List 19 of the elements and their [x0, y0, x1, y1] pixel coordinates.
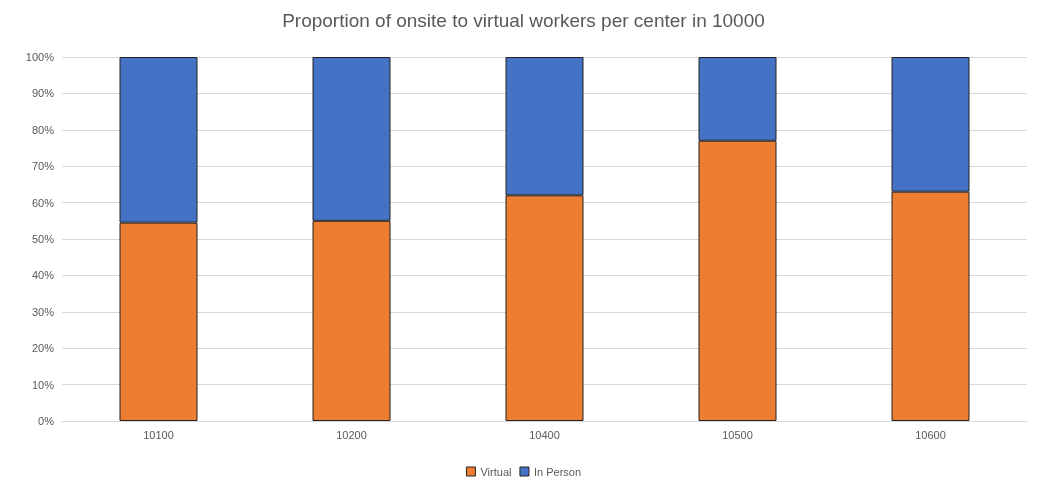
x-tick-label: 10200	[336, 428, 367, 441]
y-tick-label: 60%	[31, 196, 55, 209]
chart-title: Proportion of onsite to virtual workers per center in 10000	[282, 10, 765, 31]
y-tick-label: 50%	[31, 233, 55, 245]
y-tick-label: 90%	[31, 87, 55, 100]
y-tick-label: 40%	[31, 269, 55, 282]
y-tick-label: 10%	[31, 378, 55, 391]
y-tick-label: 20%	[31, 342, 55, 355]
legend-label: In Person	[533, 465, 582, 478]
y-tick-label: 0%	[38, 415, 55, 427]
x-tick-label: 10400	[529, 428, 560, 441]
x-tick-label: 10100	[143, 428, 174, 441]
x-tick-label: 10600	[915, 428, 946, 441]
x-tick-label: 10500	[722, 428, 753, 441]
y-tick-label: 30%	[31, 305, 55, 318]
legend-label: Virtual	[480, 465, 512, 478]
y-tick-label: 80%	[31, 123, 55, 136]
y-tick-label: 100%	[25, 51, 55, 63]
y-tick-label: 70%	[31, 160, 55, 173]
